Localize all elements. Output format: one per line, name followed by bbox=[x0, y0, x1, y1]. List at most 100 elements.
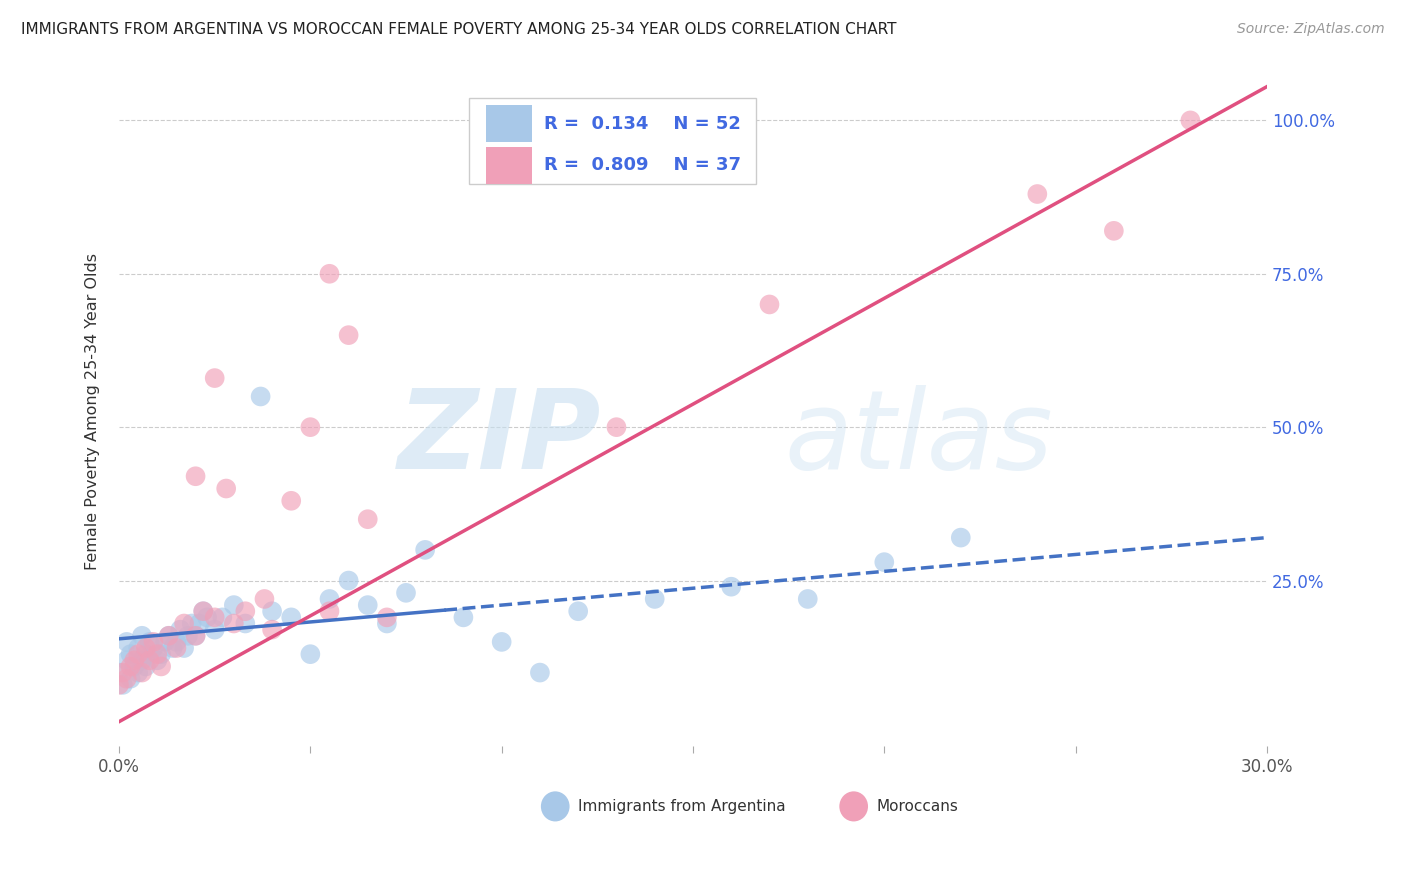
Ellipse shape bbox=[839, 791, 868, 822]
Point bbox=[131, 653, 153, 667]
Point bbox=[120, 659, 142, 673]
Text: Moroccans: Moroccans bbox=[876, 799, 959, 814]
Point bbox=[180, 616, 202, 631]
Point bbox=[318, 267, 340, 281]
Point bbox=[124, 653, 146, 667]
Point bbox=[280, 493, 302, 508]
Point bbox=[150, 647, 173, 661]
Point bbox=[337, 328, 360, 343]
Point bbox=[299, 420, 322, 434]
FancyBboxPatch shape bbox=[486, 105, 533, 142]
Text: Immigrants from Argentina: Immigrants from Argentina bbox=[578, 799, 786, 814]
Point bbox=[177, 629, 200, 643]
Point bbox=[127, 641, 149, 656]
Point bbox=[142, 635, 165, 649]
Point bbox=[138, 635, 160, 649]
Point bbox=[337, 574, 360, 588]
Point bbox=[120, 647, 142, 661]
Point bbox=[193, 604, 215, 618]
Point bbox=[193, 604, 215, 618]
Point bbox=[111, 678, 134, 692]
Point bbox=[1102, 224, 1125, 238]
Text: R =  0.134    N = 52: R = 0.134 N = 52 bbox=[544, 114, 741, 133]
Point bbox=[395, 586, 418, 600]
Point bbox=[195, 610, 218, 624]
Point bbox=[120, 672, 142, 686]
Point bbox=[124, 659, 146, 673]
Point bbox=[131, 629, 153, 643]
Y-axis label: Female Poverty Among 25-34 Year Olds: Female Poverty Among 25-34 Year Olds bbox=[86, 253, 100, 570]
Point bbox=[115, 653, 138, 667]
Point bbox=[150, 659, 173, 673]
Point bbox=[115, 635, 138, 649]
FancyBboxPatch shape bbox=[470, 97, 756, 185]
Point bbox=[873, 555, 896, 569]
Point bbox=[262, 623, 284, 637]
Point bbox=[127, 647, 149, 661]
Point bbox=[233, 604, 256, 618]
Point bbox=[146, 647, 169, 661]
Point bbox=[262, 604, 284, 618]
Point bbox=[173, 641, 195, 656]
Ellipse shape bbox=[541, 791, 569, 822]
Text: R =  0.809    N = 37: R = 0.809 N = 37 bbox=[544, 156, 741, 174]
Point bbox=[1026, 187, 1049, 202]
Text: ZIP: ZIP bbox=[398, 385, 602, 492]
Point bbox=[131, 665, 153, 680]
Point bbox=[162, 641, 184, 656]
Point bbox=[215, 482, 238, 496]
Point bbox=[184, 629, 207, 643]
Point bbox=[222, 616, 245, 631]
Text: Source: ZipAtlas.com: Source: ZipAtlas.com bbox=[1237, 22, 1385, 37]
Point bbox=[153, 635, 176, 649]
Point bbox=[357, 598, 380, 612]
Point bbox=[184, 469, 207, 483]
Point bbox=[115, 672, 138, 686]
Point bbox=[605, 420, 627, 434]
Point bbox=[567, 604, 589, 618]
Point bbox=[142, 641, 165, 656]
Point bbox=[253, 591, 276, 606]
Point bbox=[233, 616, 256, 631]
Point bbox=[529, 665, 551, 680]
Point bbox=[169, 623, 191, 637]
Point bbox=[157, 629, 180, 643]
Point bbox=[135, 647, 157, 661]
Point bbox=[375, 610, 398, 624]
Point bbox=[204, 610, 226, 624]
Point bbox=[108, 678, 131, 692]
Point bbox=[720, 580, 742, 594]
Point bbox=[1180, 113, 1202, 128]
Point bbox=[204, 371, 226, 385]
Point bbox=[165, 641, 187, 656]
Point bbox=[204, 623, 226, 637]
Point bbox=[280, 610, 302, 624]
Text: IMMIGRANTS FROM ARGENTINA VS MOROCCAN FEMALE POVERTY AMONG 25-34 YEAR OLDS CORRE: IMMIGRANTS FROM ARGENTINA VS MOROCCAN FE… bbox=[21, 22, 897, 37]
Point bbox=[357, 512, 380, 526]
Point bbox=[491, 635, 513, 649]
Point bbox=[188, 616, 211, 631]
Point bbox=[135, 641, 157, 656]
Point bbox=[165, 635, 187, 649]
Point bbox=[758, 297, 780, 311]
Point bbox=[949, 531, 972, 545]
Point bbox=[111, 665, 134, 680]
Point bbox=[138, 653, 160, 667]
Point bbox=[173, 616, 195, 631]
Point bbox=[184, 629, 207, 643]
Point bbox=[222, 598, 245, 612]
Point bbox=[299, 647, 322, 661]
Point bbox=[797, 591, 820, 606]
Text: atlas: atlas bbox=[785, 385, 1053, 492]
Point bbox=[108, 665, 131, 680]
Point bbox=[453, 610, 475, 624]
Point bbox=[146, 653, 169, 667]
Point bbox=[211, 610, 233, 624]
Point bbox=[375, 616, 398, 631]
Point bbox=[135, 659, 157, 673]
Point bbox=[157, 629, 180, 643]
Point bbox=[413, 542, 436, 557]
Point bbox=[318, 604, 340, 618]
Point bbox=[644, 591, 666, 606]
Point bbox=[249, 389, 271, 403]
